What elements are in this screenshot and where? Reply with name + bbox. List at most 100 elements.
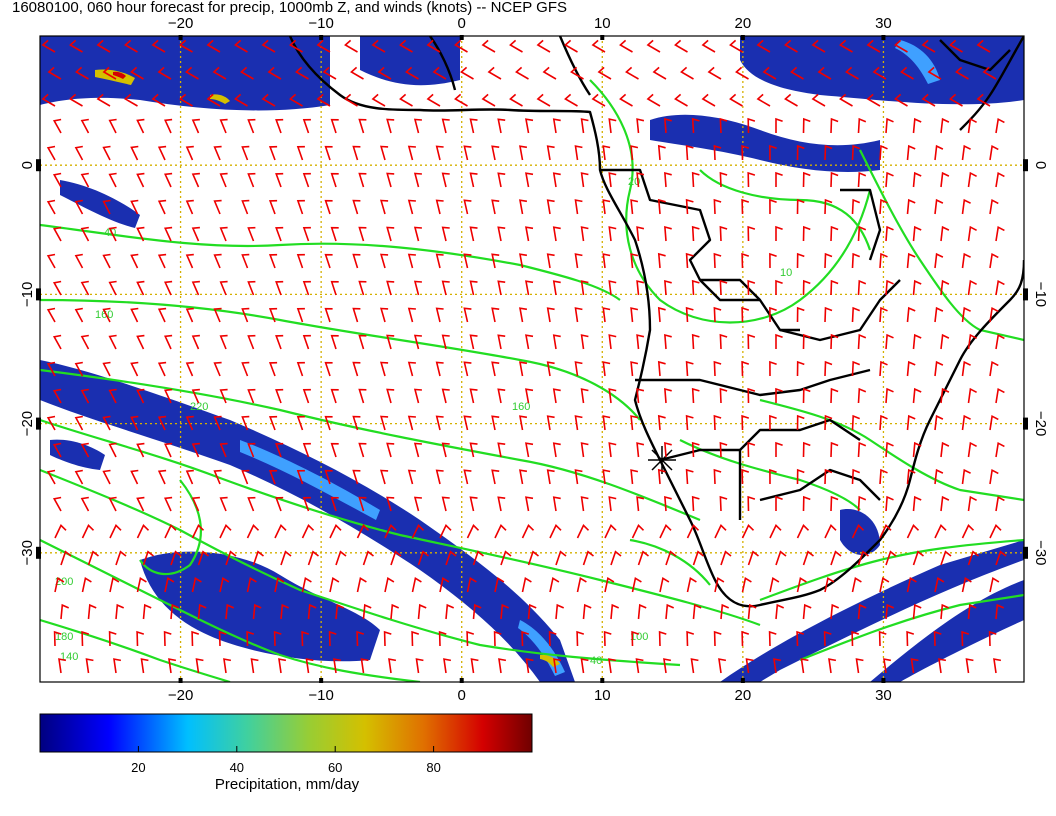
wind-barb <box>934 468 944 485</box>
wind-barb <box>664 279 672 296</box>
wind-barb <box>417 550 429 566</box>
wind-barb <box>989 306 999 323</box>
wind-barb <box>625 66 639 80</box>
wind-barb <box>413 118 422 134</box>
wind-barb <box>885 171 894 188</box>
contour-label: 220 <box>190 401 208 413</box>
wind-barb <box>185 307 194 323</box>
wind-barb <box>52 118 62 134</box>
wind-barb <box>413 334 422 350</box>
wind-barb <box>608 496 617 512</box>
wind-barb <box>576 524 590 539</box>
wind-barb <box>454 93 468 107</box>
wind-barb <box>411 524 425 539</box>
wind-barb <box>352 307 361 323</box>
colorbar-ticks: 20 40 60 80 <box>131 746 441 775</box>
wind-barb <box>707 66 722 80</box>
wind-barb <box>659 577 670 593</box>
wind-barb <box>386 226 395 242</box>
wind-barb <box>741 252 750 269</box>
wind-barb <box>170 550 182 566</box>
lon-tick-mark <box>600 678 605 683</box>
wind-barb <box>87 603 97 620</box>
wind-barb <box>115 603 125 620</box>
wind-barb <box>564 39 578 53</box>
wind-barb <box>413 496 422 512</box>
wind-barb <box>525 334 534 350</box>
wind-barb <box>247 442 256 458</box>
wind-barb <box>469 334 478 350</box>
wind-barb <box>995 333 1005 350</box>
axis-tick-bars <box>36 35 1028 683</box>
wind-barb <box>802 603 812 620</box>
wind-barb <box>784 93 798 107</box>
wind-barb <box>151 93 166 107</box>
wind-barb <box>961 524 975 539</box>
wind-barb <box>525 658 534 674</box>
wind-barb <box>608 172 617 188</box>
wind-barb <box>934 144 944 161</box>
wind-barb <box>296 469 305 485</box>
wind-barb <box>247 172 256 188</box>
wind-barb <box>330 226 339 242</box>
wind-barb <box>435 469 444 485</box>
wind-barb <box>136 118 145 134</box>
wind-barb <box>136 577 147 593</box>
wind-barb <box>241 145 250 161</box>
wind-barb <box>604 577 615 593</box>
wind-barb <box>302 334 311 350</box>
lon-tick-mark <box>600 35 605 40</box>
wind-barb <box>546 307 555 323</box>
wind-barb <box>636 172 645 188</box>
wind-barb <box>441 442 450 458</box>
wind-barb <box>352 199 361 215</box>
wind-barb <box>885 225 894 242</box>
wind-barb <box>851 360 860 377</box>
wind-barb <box>301 524 315 539</box>
wind-barb <box>521 630 530 647</box>
wind-barb <box>41 39 56 53</box>
wind-barb <box>352 253 361 269</box>
wind-barb <box>439 524 452 539</box>
wind-barb <box>441 280 450 296</box>
wind-barb <box>879 414 888 431</box>
wind-barb <box>295 66 309 80</box>
wind-barb <box>885 550 897 566</box>
wind-barb <box>130 469 139 485</box>
wind-barb <box>989 144 999 161</box>
wind-barb <box>741 306 750 323</box>
wind-barb <box>275 496 284 512</box>
wind-barb <box>735 66 749 80</box>
wind-barb <box>525 226 534 242</box>
wind-barb <box>851 306 860 323</box>
wind-barb <box>775 117 783 133</box>
wind-barb <box>136 524 150 539</box>
wind-barb <box>213 199 222 215</box>
wind-barb <box>811 39 826 53</box>
wind-barb <box>989 468 999 485</box>
wind-barb <box>261 93 276 107</box>
wind-barb <box>415 658 424 674</box>
wind-barb <box>108 334 117 350</box>
wind-barb <box>384 577 395 593</box>
wind-barb <box>796 144 805 161</box>
wind-barb <box>665 550 677 566</box>
wind-barb <box>302 388 311 404</box>
wind-barb <box>46 253 56 269</box>
wind-barb <box>435 361 444 377</box>
wind-barb <box>87 550 99 566</box>
wind-barb <box>961 306 971 323</box>
wind-barb <box>252 550 264 566</box>
wind-barb <box>330 334 339 350</box>
wind-barb <box>212 66 227 80</box>
wind-barb <box>275 172 284 188</box>
wind-barb <box>225 550 237 566</box>
contour-label: 140 <box>60 651 78 663</box>
wind-barb <box>241 361 250 377</box>
wind-barb <box>580 658 589 674</box>
wind-barb <box>602 145 611 161</box>
lat-tick-mark <box>1023 417 1028 430</box>
wind-barb <box>597 66 612 80</box>
wind-barb <box>762 66 777 80</box>
wind-barb <box>268 361 278 377</box>
